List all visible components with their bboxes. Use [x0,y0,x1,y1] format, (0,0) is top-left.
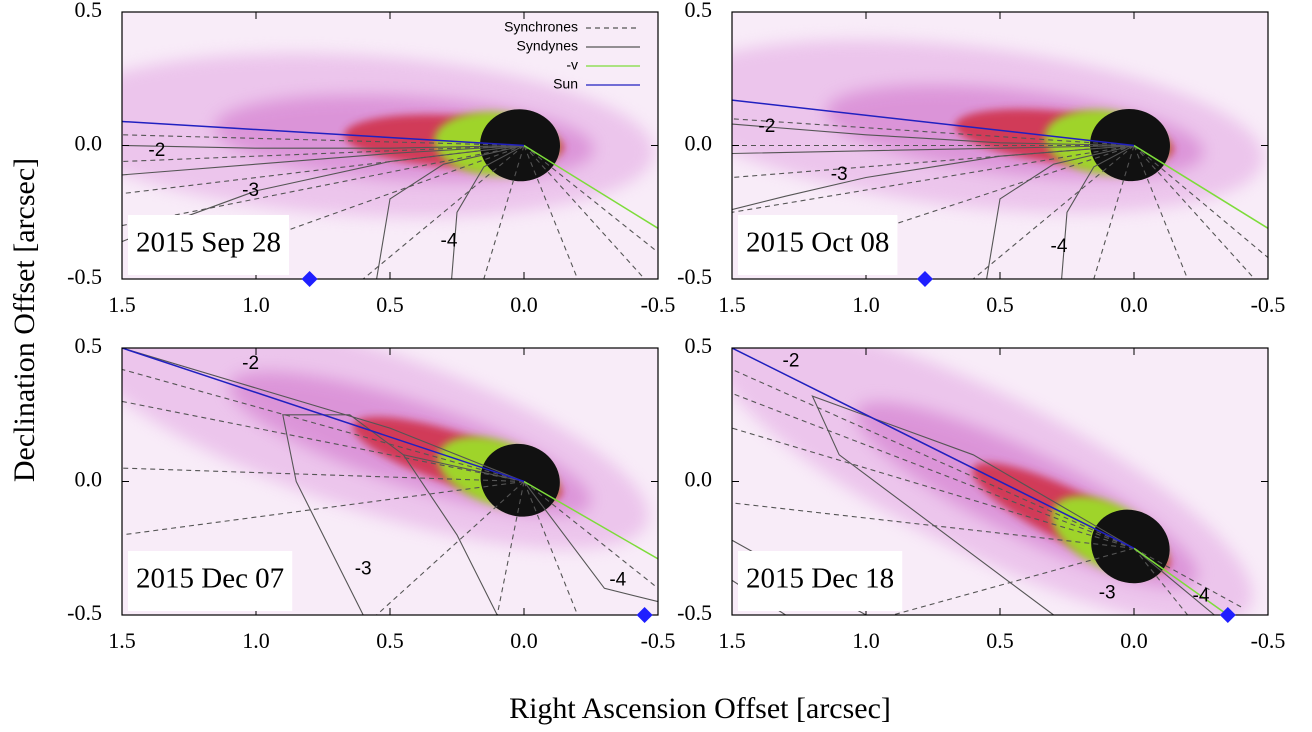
annotation: -2 [783,350,800,371]
date-label-box [128,215,289,275]
date-label: 2015 Dec 07 [136,563,284,595]
annotation: -3 [355,559,372,580]
series-line [732,348,1135,549]
series-line [122,134,658,279]
panel: -2 -3 -4 1.5 1.0 0.5 0.0 -0.5 -0.5 0.0 0.5 2015 Dec… [677,333,1286,653]
series-line [732,368,1242,615]
x-tick-label: 1.5 [718,292,746,317]
marker [916,271,933,287]
y-tick-label: 0.5 [685,0,713,22]
annotation: -2 [242,353,259,374]
legend-label: Sun [553,76,578,92]
plot-area [122,348,658,615]
x-tick-label: 0.0 [1120,292,1148,317]
annotation: -4 [609,569,626,590]
x-tick-label: -0.5 [1251,292,1286,317]
annotation: -2 [148,140,165,161]
x-tick-label: 0.0 [510,292,538,317]
x-tick-label: 0.5 [986,292,1014,317]
marker [636,607,653,623]
x-tick-label: 1.5 [718,628,746,653]
plot-area [122,12,658,279]
panel: -2 -3 -4 1.5 1.0 0.5 0.0 -0.5 -0.5 0.0 0.5 2015 Sep… [67,0,676,317]
series-line [732,99,1135,147]
x-tick-label: 1.0 [242,292,270,317]
annotation: -3 [1099,583,1116,604]
series-line [122,120,525,147]
y-tick-label: -0.5 [67,264,102,289]
y-tick-label: -0.5 [677,600,712,625]
series-line [122,348,525,483]
y-tick-label: 0.0 [685,131,713,156]
x-tick-label: 0.5 [376,292,404,317]
panel: -2 -3 -4 1.5 1.0 0.5 0.0 -0.5 -0.5 0.0 0.5 2015 Oct… [677,0,1286,317]
y-tick-label: 0.5 [75,333,103,358]
y-tick-label: 0.0 [75,131,103,156]
series-line [732,123,1135,279]
y-tick-label: 0.0 [685,467,713,492]
legend-label: Synchrones [504,19,578,35]
date-label: 2015 Oct 08 [746,227,889,259]
annotation: -2 [758,116,775,137]
x-tick-label: 1.0 [852,292,880,317]
date-label-box [128,551,293,611]
series-line [122,368,658,615]
x-tick-label: 1.5 [108,292,136,317]
x-tick-label: -0.5 [1251,628,1286,653]
x-tick-label: 0.0 [510,628,538,653]
annotation: -4 [1193,585,1210,606]
date-label-box [738,215,898,275]
x-tick-label: 1.5 [108,628,136,653]
series-line [523,480,658,560]
annotation: -4 [441,231,458,252]
plot-area [732,12,1268,279]
marker [301,271,318,287]
series-line [122,144,525,279]
x-axis-label: Right Ascension Offset [arcsec] [509,692,891,725]
x-tick-label: 0.0 [1120,628,1148,653]
annotation: -3 [242,180,259,201]
annotation: -4 [1051,236,1068,257]
legend-label: Syndynes [517,38,578,54]
series-line [122,348,658,615]
y-tick-label: 0.5 [75,0,103,22]
y-tick-label: -0.5 [677,264,712,289]
date-label-box [738,551,903,611]
y-tick-label: 0.0 [75,467,103,492]
x-tick-label: 0.5 [376,628,404,653]
series-line [1133,547,1229,615]
x-tick-label: -0.5 [641,628,676,653]
annotation: -3 [831,164,848,185]
series-line [732,118,1268,279]
plot-area [732,348,1268,615]
y-tick-label: 0.5 [685,333,713,358]
panel: -2 -3 -4 1.5 1.0 0.5 0.0 -0.5 -0.5 0.0 0.5 2015 Dec… [67,333,676,653]
y-axis-label: Declination Offset [arcsec] [8,158,41,482]
date-label: 2015 Dec 18 [746,563,894,595]
marker [1219,607,1236,623]
x-tick-label: 0.5 [986,628,1014,653]
x-tick-label: 1.0 [242,628,270,653]
date-label: 2015 Sep 28 [136,227,281,259]
x-tick-label: -0.5 [641,292,676,317]
series-line [1133,144,1268,229]
x-tick-label: 1.0 [852,628,880,653]
legend-label: -v [566,57,578,73]
series-line [523,144,658,229]
y-tick-label: -0.5 [67,600,102,625]
